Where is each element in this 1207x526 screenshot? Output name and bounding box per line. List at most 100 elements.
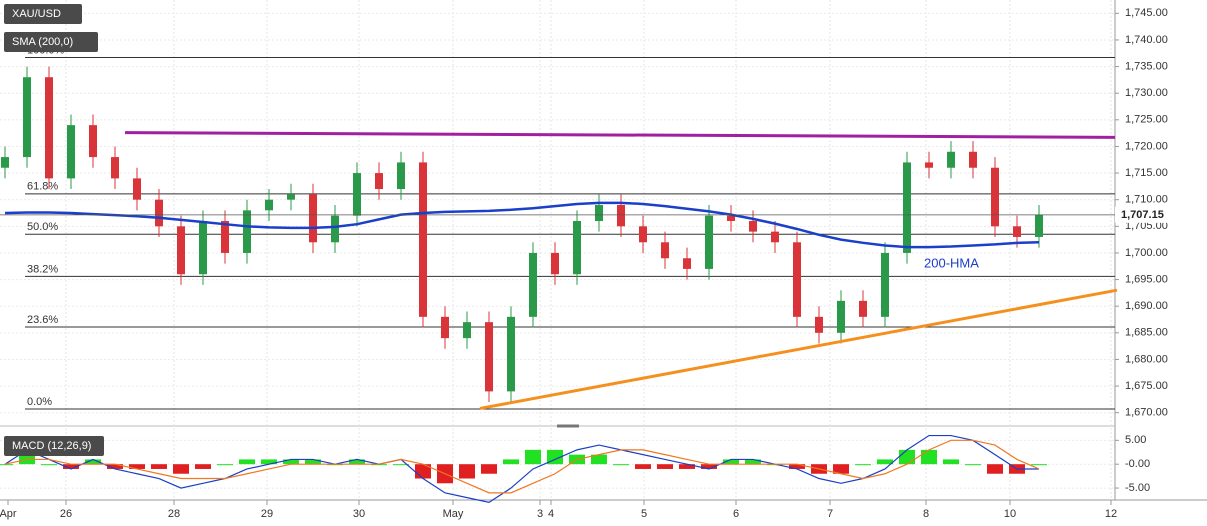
macd-histogram-bar [173, 464, 189, 474]
candle-body [1, 157, 9, 168]
last-price-box [1115, 206, 1207, 223]
macd-histogram-bar [657, 464, 673, 469]
candle-body [243, 210, 251, 253]
macd-histogram-bar [459, 464, 475, 479]
x-tick-label: 5 [641, 508, 647, 520]
macd-histogram-bar [591, 454, 607, 465]
candle-body [89, 125, 97, 158]
x-tick-label: 7 [827, 508, 833, 520]
legend-box [4, 4, 82, 24]
macd-histogram-bar [789, 464, 805, 469]
y-tick-label: 1,710.00 [1125, 194, 1168, 206]
candle-body [397, 162, 405, 190]
hma-label: 200-HMA [924, 255, 979, 270]
y-tick-label: 1,700.00 [1125, 247, 1168, 259]
candle-body [727, 215, 735, 221]
macd-histogram-bar [41, 464, 57, 466]
y-tick-label: 1,685.00 [1125, 327, 1168, 339]
candle-body [683, 258, 691, 269]
candle-body [177, 226, 185, 275]
last-price-label: 1,707.15 [1121, 209, 1164, 221]
macd-y-tick-label: -0.00 [1125, 458, 1150, 470]
macd-histogram-bar [0, 464, 13, 466]
candle-body [947, 151, 955, 168]
candle-body [639, 226, 647, 243]
macd-histogram-bar [943, 459, 959, 465]
candle-body [133, 178, 141, 200]
macd-histogram-bar [987, 464, 1003, 474]
y-tick-label: 1,730.00 [1125, 87, 1168, 99]
y-tick-label: 1,725.00 [1125, 114, 1168, 126]
candle-body [705, 215, 713, 269]
macd-y-tick-label: 5.00 [1125, 434, 1146, 446]
y-tick-label: 1,705.00 [1125, 220, 1168, 232]
candle-body [67, 125, 75, 179]
candle-body [331, 215, 339, 243]
candle-body [1035, 214, 1043, 237]
y-tick-label: 1,745.00 [1125, 7, 1168, 19]
candle-body [1013, 226, 1021, 237]
candle-body [287, 194, 295, 200]
macd-histogram-bar [635, 464, 651, 469]
candle-body [815, 316, 823, 333]
candle-body [45, 77, 53, 179]
x-tick-label: 10 [1004, 508, 1016, 520]
macd-histogram-bar [349, 459, 365, 465]
y-tick-label: 1,670.00 [1125, 407, 1168, 419]
macd-histogram-bar [217, 464, 233, 466]
macd-histogram-bar [921, 449, 937, 465]
macd-histogram-bar [525, 449, 541, 465]
x-tick-label: 26 [60, 508, 72, 520]
candle-body [859, 300, 867, 317]
candle-body [507, 316, 515, 392]
macd-histogram-bar [1031, 464, 1047, 466]
candle-body [617, 205, 625, 227]
candle-body [23, 77, 31, 158]
signal-line [4, 439, 1040, 494]
candle-body [375, 173, 383, 190]
x-tick-label: Apr [0, 508, 17, 520]
macd-y-tick-label: -5.00 [1125, 482, 1150, 494]
macd-histogram-bar [503, 459, 519, 465]
y-tick-label: 1,715.00 [1125, 167, 1168, 179]
macd-histogram-bar [723, 459, 739, 465]
macd-histogram-bar [613, 464, 629, 466]
macd-histogram-bar [877, 459, 893, 465]
legend-label: SMA (200,0) [12, 36, 73, 48]
y-tick-label: 1,740.00 [1125, 34, 1168, 46]
macd-histogram-bar [239, 459, 255, 465]
candle-body [441, 316, 449, 339]
fib-label: 38.2% [27, 263, 58, 275]
support-line [479, 288, 1118, 410]
candle-body [111, 157, 119, 179]
candle-body [419, 162, 427, 317]
candle-body [463, 322, 471, 339]
fib-label: 23.6% [27, 314, 58, 326]
macd-histogram-bar [679, 464, 695, 469]
x-tick-label: 30 [353, 508, 365, 520]
x-tick-label: 29 [261, 508, 273, 520]
macd-histogram-bar [899, 449, 915, 465]
macd-histogram-bar [965, 464, 981, 466]
macd-line [4, 434, 1039, 504]
y-tick-label: 1,720.00 [1125, 140, 1168, 152]
macd-histogram-bar [833, 464, 849, 474]
candle-body [595, 205, 603, 221]
legend-box [4, 32, 98, 52]
candle-body [771, 231, 779, 243]
x-tick-label: 12 [1105, 508, 1117, 520]
candle-body [573, 220, 581, 275]
macd-histogram-bar [63, 464, 79, 469]
x-tick-label: 28 [168, 508, 180, 520]
x-tick-label: May [443, 508, 464, 520]
macd-histogram-bar [151, 464, 167, 469]
candle-body [881, 252, 889, 317]
candle-body [969, 151, 977, 168]
x-tick-label: 6 [733, 508, 739, 520]
x-tick-label: 3 [537, 508, 543, 520]
candle-body [903, 162, 911, 253]
macd-histogram-bar [283, 459, 299, 465]
legend-label: MACD (12,26,9) [12, 440, 91, 452]
macd-histogram-bar [305, 459, 321, 465]
